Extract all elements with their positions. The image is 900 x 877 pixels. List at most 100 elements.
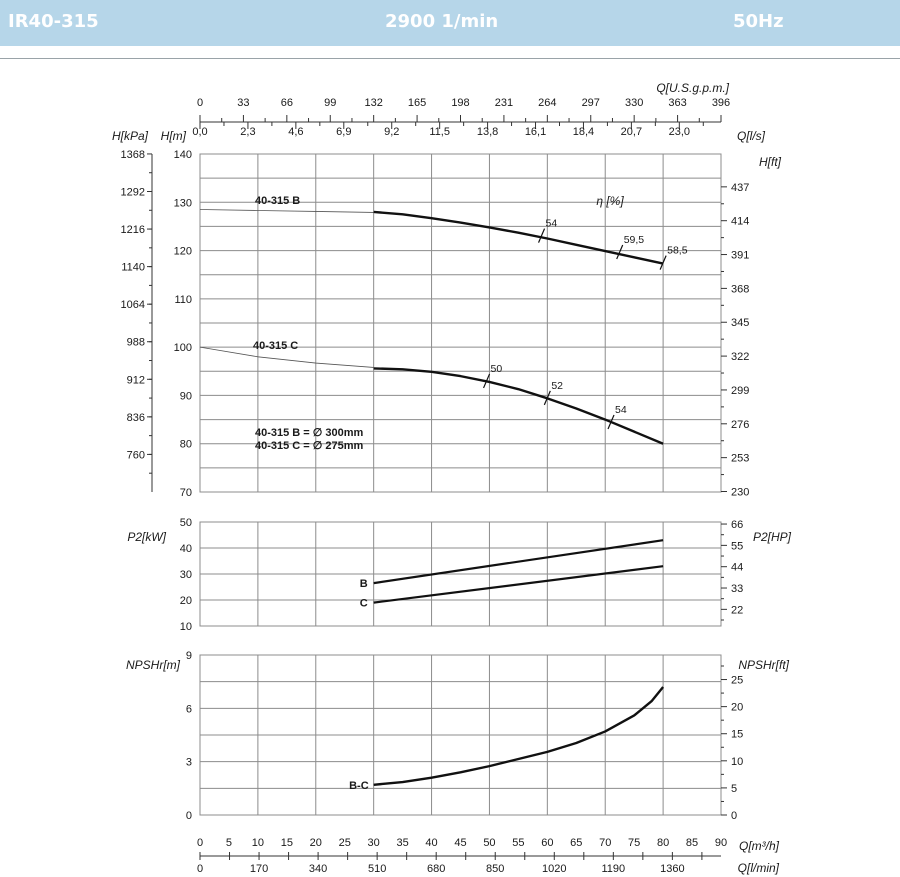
kpa-tick-label: 912 (127, 374, 145, 386)
npsh-ft-tick-label: 15 (731, 729, 743, 741)
bottom-lmin-tick-label: 1020 (542, 863, 566, 875)
npsh-m-tick-label: 6 (186, 703, 192, 715)
npsh-ft-tick-label: 25 (731, 675, 743, 687)
head-curve-b (373, 210, 664, 265)
bottom-m3h-tick-label: 5 (226, 837, 232, 849)
frequency-label: 50Hz (733, 11, 784, 32)
top-usgpm-tick-label: 363 (668, 97, 686, 109)
bottom-m3h-tick-label: 30 (368, 837, 380, 849)
top-ls-tick-label: 11,5 (429, 126, 450, 138)
bottom-m3h-tick-label: 25 (339, 837, 351, 849)
top-usgpm-tick-label: 66 (281, 97, 293, 109)
kpa-tick-label: 1292 (121, 187, 145, 199)
head-m-tick-label: 120 (174, 246, 192, 258)
bottom-lmin-tick-label: 510 (368, 863, 386, 875)
kpa-tick-label: 1064 (121, 299, 145, 311)
top-ls-tick-label: 2,3 (240, 126, 255, 138)
npsh-ft-tick-label: 20 (731, 702, 743, 714)
head-m-tick-label: 110 (174, 294, 192, 306)
top-ls-axis-label: Q[l/s] (737, 129, 766, 143)
power-hp-tick-label: 22 (731, 604, 743, 616)
head-m-tick-label: 130 (174, 197, 192, 209)
head-curve-label: 40-315 C (253, 340, 298, 352)
bottom-m3h-tick-label: 45 (454, 837, 466, 849)
bottom-m3h-tick-label: 70 (599, 837, 611, 849)
bottom-m3h-tick-label: 75 (628, 837, 640, 849)
efficiency-mark (482, 373, 491, 389)
top-ls-tick-label: 16,1 (525, 126, 546, 138)
head-m-tick-label: 100 (174, 342, 192, 354)
bottom-m3h-tick-label: 10 (252, 837, 264, 849)
head-m-tick-label: 70 (180, 487, 192, 499)
impeller-diameter-note: 40-315 C = ∅ 275mm (255, 440, 364, 452)
bottom-lmin-tick-label: 340 (309, 863, 327, 875)
bottom-m3h-tick-label: 55 (512, 837, 524, 849)
top-usgpm-axis-label: Q[U.S.g.p.m.] (656, 81, 729, 95)
ft-tick-label: 345 (731, 317, 749, 329)
top-usgpm-tick-label: 330 (625, 97, 643, 109)
bottom-lmin-tick-label: 0 (197, 863, 203, 875)
ft-axis-label: H[ft] (759, 155, 782, 169)
head-m-tick-label: 140 (174, 149, 192, 161)
top-ls-tick-label: 18,4 (573, 126, 594, 138)
ft-tick-label: 414 (731, 216, 749, 228)
bottom-m3h-tick-label: 0 (197, 837, 203, 849)
ft-tick-label: 230 (731, 486, 749, 498)
head-curve-label: 40-315 B (255, 195, 300, 207)
ft-tick-label: 253 (731, 453, 749, 465)
bottom-lmin-tick-label: 850 (486, 863, 504, 875)
npsh-m-axis-label: NPSHr[m] (126, 658, 181, 672)
npsh-ft-tick-label: 5 (731, 783, 737, 795)
efficiency-mark-label: 54 (615, 404, 627, 416)
npsh-m-tick-label: 9 (186, 650, 192, 662)
npsh-curve-bc (373, 686, 665, 786)
efficiency-mark-label: 58,5 (667, 245, 688, 257)
head-curve-c (373, 367, 664, 445)
bottom-m3h-tick-label: 15 (281, 837, 293, 849)
bottom-m3h-tick-label: 65 (570, 837, 582, 849)
header-divider (0, 58, 900, 59)
bottom-m3h-tick-label: 60 (541, 837, 553, 849)
ft-tick-label: 299 (731, 385, 749, 397)
head-curve-extension (199, 209, 374, 213)
ft-tick-label: 368 (731, 283, 749, 295)
power-curve-b (373, 539, 664, 585)
top-ls-tick-label: 20,7 (621, 126, 642, 138)
top-ls-tick-label: 13,8 (477, 126, 498, 138)
efficiency-mark (659, 255, 667, 270)
ft-tick-label: 276 (731, 419, 749, 431)
npsh-ft-tick-label: 10 (731, 756, 743, 768)
efficiency-mark-label: 54 (546, 218, 558, 230)
power-curve-label: C (360, 598, 368, 610)
impeller-diameter-note: 40-315 B = ∅ 300mm (255, 427, 364, 439)
bottom-m3h-tick-label: 85 (686, 837, 698, 849)
power-kw-tick-label: 50 (180, 517, 192, 529)
efficiency-mark-label: 52 (551, 380, 563, 392)
top-ls-tick-label: 6,9 (336, 126, 351, 138)
efficiency-mark (537, 228, 546, 243)
kpa-axis-label: H[kPa] (112, 129, 149, 143)
power-kw-tick-label: 20 (180, 595, 192, 607)
npsh-ft-tick-label: 0 (731, 810, 737, 822)
bottom-m3h-tick-label: 80 (657, 837, 669, 849)
top-ls-tick-label: 0,0 (192, 126, 207, 138)
bottom-m3h-tick-label: 20 (310, 837, 322, 849)
top-usgpm-tick-label: 231 (495, 97, 513, 109)
bottom-lmin-tick-label: 1360 (660, 863, 684, 875)
efficiency-mark (543, 390, 551, 406)
speed-label: 2900 1/min (385, 11, 499, 32)
efficiency-axis-label: η [%] (596, 194, 624, 208)
power-kw-tick-label: 30 (180, 569, 192, 581)
power-curve-label: B (360, 578, 368, 590)
power-hp-tick-label: 33 (731, 583, 743, 595)
top-usgpm-tick-label: 33 (237, 97, 249, 109)
efficiency-mark (607, 414, 615, 430)
power-hp-axis-label: P2[HP] (753, 530, 792, 544)
kpa-tick-label: 988 (127, 337, 145, 349)
head-m-tick-label: 90 (180, 390, 192, 402)
ft-tick-label: 437 (731, 182, 749, 194)
top-usgpm-tick-label: 198 (451, 97, 469, 109)
power-hp-tick-label: 66 (731, 519, 743, 531)
efficiency-mark-label: 59,5 (624, 234, 645, 246)
